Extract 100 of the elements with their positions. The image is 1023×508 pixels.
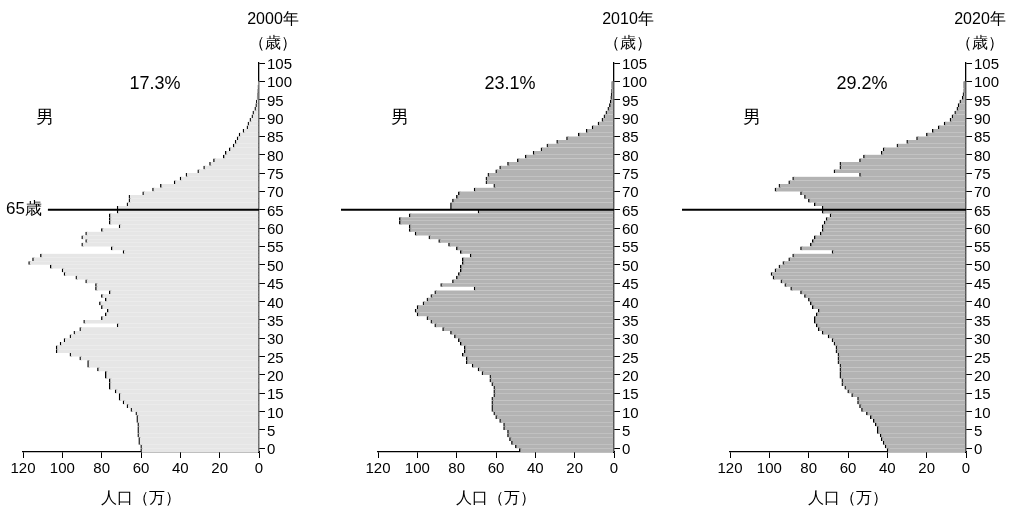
y-tick-label: 15 xyxy=(267,385,284,403)
y-tick-label: 20 xyxy=(267,366,284,384)
y-tick-label: 65 xyxy=(622,201,639,219)
y-tick-label: 10 xyxy=(267,403,284,421)
annotation: 男 xyxy=(743,106,761,127)
x-tick-label: 0 xyxy=(961,459,971,477)
annotation: 17.3% xyxy=(129,72,181,93)
y-tick-label: 70 xyxy=(267,183,284,201)
y-tick-label: 100 xyxy=(267,73,293,91)
chart-title: 2020年 xyxy=(954,10,1006,28)
y-tick-label: 50 xyxy=(974,256,991,274)
y-tick-label: 0 xyxy=(267,440,276,458)
y-tick-label: 30 xyxy=(974,330,991,348)
annotation: 23.1% xyxy=(484,72,536,93)
y-tick-label: 50 xyxy=(267,256,284,274)
y-tick-label: 55 xyxy=(267,238,284,256)
annotation: 男 xyxy=(391,106,409,127)
y-tick-label: 90 xyxy=(267,110,284,128)
y-tick-label: 5 xyxy=(974,421,983,439)
x-tick-label: 120 xyxy=(365,459,391,477)
y-tick-label: 60 xyxy=(974,220,991,238)
y-tick-label: 35 xyxy=(267,311,284,329)
x-axis-title: 人口（万） xyxy=(101,488,181,506)
y-tick-label: 25 xyxy=(267,348,284,366)
y-tick-label: 105 xyxy=(974,54,1000,72)
y-tick-label: 85 xyxy=(267,128,284,146)
y-tick-label: 85 xyxy=(974,128,991,146)
y-tick-label: 105 xyxy=(622,54,648,72)
x-tick-label: 20 xyxy=(211,459,229,477)
x-tick-label: 40 xyxy=(526,459,544,477)
y-tick-label: 40 xyxy=(974,293,991,311)
y-tick-label: 15 xyxy=(622,385,639,403)
y-tick-label: 50 xyxy=(622,256,639,274)
y-tick-label: 95 xyxy=(622,91,639,109)
chart-title: 2000年 xyxy=(247,10,299,28)
x-tick-label: 80 xyxy=(448,459,466,477)
x-tick-label: 120 xyxy=(10,459,36,477)
y-tick-label: 85 xyxy=(622,128,639,146)
x-tick-label: 40 xyxy=(171,459,189,477)
x-tick-label: 60 xyxy=(132,459,150,477)
x-tick-label: 100 xyxy=(49,459,75,477)
y-tick-label: 100 xyxy=(622,73,648,91)
x-tick-label: 40 xyxy=(878,459,896,477)
y-tick-label: 90 xyxy=(974,110,991,128)
x-tick-label: 100 xyxy=(756,459,782,477)
y-tick-label: 45 xyxy=(267,275,284,293)
y-tick-label: 5 xyxy=(622,421,631,439)
annotation: 男 xyxy=(36,106,54,127)
chart-title: 2010年 xyxy=(602,10,654,28)
y-tick-label: 45 xyxy=(974,275,991,293)
y-tick-label: 75 xyxy=(267,165,284,183)
x-axis-title: 人口（万） xyxy=(808,488,888,506)
y-tick-label: 55 xyxy=(974,238,991,256)
y-axis-title: （歳） xyxy=(956,34,1004,52)
x-tick-label: 0 xyxy=(254,459,264,477)
x-tick-label: 20 xyxy=(566,459,584,477)
y-tick-label: 65 xyxy=(267,201,284,219)
y-tick-label: 70 xyxy=(974,183,991,201)
x-tick-label: 80 xyxy=(800,459,818,477)
y-tick-label: 70 xyxy=(622,183,639,201)
y-tick-label: 60 xyxy=(267,220,284,238)
x-tick-label: 0 xyxy=(609,459,619,477)
annotation: 29.2% xyxy=(836,72,888,93)
y-tick-label: 30 xyxy=(622,330,639,348)
y-tick-label: 25 xyxy=(974,348,991,366)
y-tick-label: 65 xyxy=(974,201,991,219)
y-tick-label: 30 xyxy=(267,330,284,348)
x-tick-label: 20 xyxy=(918,459,936,477)
y-tick-label: 80 xyxy=(267,146,284,164)
x-tick-label: 60 xyxy=(839,459,857,477)
x-axis-title: 人口（万） xyxy=(456,488,536,506)
y-tick-label: 80 xyxy=(622,146,639,164)
y-tick-label: 20 xyxy=(974,366,991,384)
y-tick-label: 5 xyxy=(267,421,276,439)
x-tick-label: 120 xyxy=(717,459,743,477)
y-tick-label: 40 xyxy=(622,293,639,311)
y-tick-label: 105 xyxy=(267,54,293,72)
y-axis-title: （歳） xyxy=(604,34,652,52)
y-tick-label: 75 xyxy=(622,165,639,183)
x-tick-label: 100 xyxy=(404,459,430,477)
y-tick-label: 25 xyxy=(622,348,639,366)
y-tick-label: 15 xyxy=(974,385,991,403)
y-tick-label: 20 xyxy=(622,366,639,384)
x-tick-label: 80 xyxy=(93,459,111,477)
y-tick-label: 0 xyxy=(974,440,983,458)
y-tick-label: 0 xyxy=(622,440,631,458)
y-tick-label: 35 xyxy=(974,311,991,329)
y-tick-label: 80 xyxy=(974,146,991,164)
y-tick-label: 95 xyxy=(267,91,284,109)
y-tick-label: 55 xyxy=(622,238,639,256)
y-tick-label: 60 xyxy=(622,220,639,238)
y-tick-label: 90 xyxy=(622,110,639,128)
y-tick-label: 45 xyxy=(622,275,639,293)
ref-line-label: 65歳 xyxy=(6,199,42,219)
y-tick-label: 75 xyxy=(974,165,991,183)
y-tick-label: 95 xyxy=(974,91,991,109)
y-axis-title: （歳） xyxy=(249,34,297,52)
y-tick-label: 10 xyxy=(974,403,991,421)
x-tick-label: 60 xyxy=(487,459,505,477)
y-tick-label: 35 xyxy=(622,311,639,329)
